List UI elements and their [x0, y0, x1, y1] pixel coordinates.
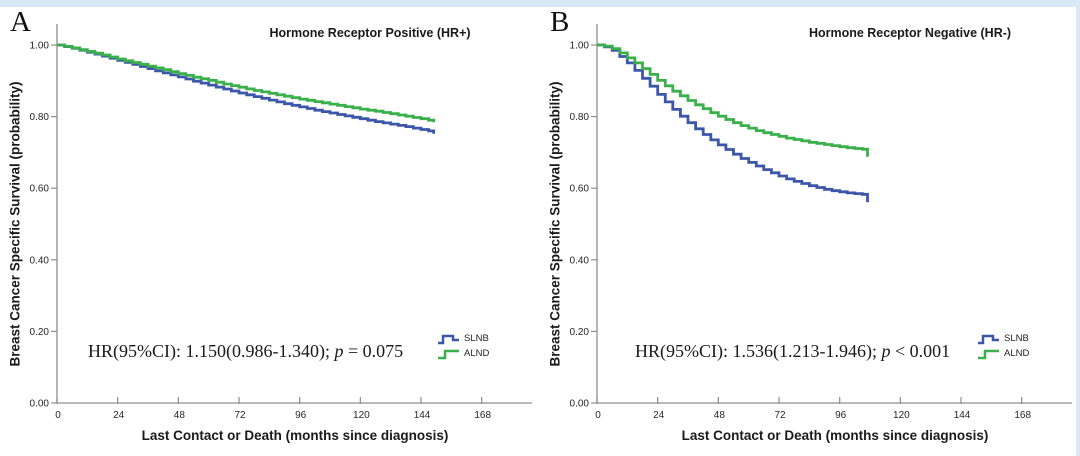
legend-item-alnd: ALND [437, 346, 489, 361]
survival-chart-hr-positive: 0.00 0.20 0.40 0.60 0.80 1.00 0 24 48 72 96 120 144 1… [30, 24, 532, 421]
hr-annotation-suffix: < 0.001 [890, 341, 951, 361]
x-tick-label: 0 [595, 410, 601, 421]
y-tick-label: 1.00 [570, 41, 590, 52]
y-tick-label: 0.00 [570, 399, 590, 410]
top-border-strip [0, 0, 1080, 7]
x-tick-label: 24 [113, 410, 125, 421]
survival-curve-alnd [57, 43, 436, 123]
legend-item-slnb: SLNB [977, 331, 1029, 346]
survival-curve-alnd [597, 43, 869, 157]
y-tick-label: 0.60 [570, 184, 590, 195]
legend-item-slnb: SLNB [437, 331, 489, 346]
x-tick-label: 120 [893, 410, 910, 421]
slnb-step-line-icon [438, 334, 459, 344]
y-tick-label: 0.40 [30, 255, 50, 266]
y-tick-label: 0.20 [570, 327, 590, 338]
x-tick-label: 96 [295, 410, 307, 421]
panel-letter-a: A [10, 6, 31, 38]
hr-annotation: HR(95%CI): 1.536(1.213-1.946); p < 0.001 [635, 341, 950, 362]
y-tick-label: 1.00 [30, 41, 50, 52]
legend-label-alnd: ALND [1004, 348, 1030, 359]
y-tick-label: 0.80 [30, 112, 50, 123]
y-tick-label: 0.00 [30, 399, 50, 410]
hr-annotation-prefix: HR(95%CI): 1.150(0.986-1.340); [88, 341, 335, 361]
x-tick-label: 144 [414, 410, 431, 421]
x-tick-label: 168 [474, 410, 491, 421]
x-tick-label: 144 [954, 410, 971, 421]
panel-letter-b: B [550, 6, 570, 38]
legend-label-slnb: SLNB [464, 333, 489, 344]
y-tick-label: 0.40 [570, 255, 590, 266]
hr-annotation-suffix: = 0.075 [343, 341, 404, 361]
x-tick-label: 168 [1014, 410, 1031, 421]
hr-annotation: HR(95%CI): 1.150(0.986-1.340); p = 0.075 [88, 341, 403, 362]
x-tick-label: 96 [835, 410, 847, 421]
x-tick-label: 72 [234, 410, 246, 421]
y-tick-label: 0.80 [570, 112, 590, 123]
hr-annotation-p: p [881, 341, 891, 361]
y-tick-label: 0.20 [30, 327, 50, 338]
x-tick-label: 0 [55, 410, 61, 421]
x-axis-label: Last Contact or Death (months since diag… [681, 428, 989, 443]
survival-chart-hr-negative: 0.00 0.20 0.40 0.60 0.80 1.00 0 24 48 72 96 120 144 1… [570, 24, 1072, 421]
slnb-step-line-icon [978, 334, 999, 344]
panel-title-hr-positive: Hormone Receptor Positive (HR+) [269, 26, 471, 40]
legend-label-slnb: SLNB [1004, 333, 1029, 344]
x-tick-label: 48 [714, 410, 726, 421]
legend: SLNB ALND [977, 331, 1029, 361]
y-tick-label: 0.60 [30, 184, 50, 195]
alnd-step-line-icon [438, 349, 459, 359]
legend-label-alnd: ALND [464, 348, 490, 359]
x-tick-label: 120 [353, 410, 370, 421]
survival-curve-slnb [597, 43, 869, 203]
x-tick-label: 24 [653, 410, 665, 421]
x-tick-label: 48 [174, 410, 186, 421]
hr-annotation-prefix: HR(95%CI): 1.536(1.213-1.946); [635, 341, 882, 361]
legend: SLNB ALND [437, 331, 489, 361]
hr-annotation-p: p [334, 341, 344, 361]
panel-hr-positive: A Hormone Receptor Positive (HR+) Breast… [8, 6, 532, 443]
right-border-strip [1076, 0, 1080, 456]
alnd-step-line-icon [978, 349, 999, 359]
legend-item-alnd: ALND [977, 346, 1029, 361]
x-tick-label: 72 [774, 410, 786, 421]
panel-hr-negative: B Hormone Receptor Negative (HR-) Breast… [540, 0, 1080, 456]
x-axis-label: Last Contact or Death (months since diag… [141, 428, 449, 443]
panel-title-hr-negative: Hormone Receptor Negative (HR-) [808, 26, 1012, 40]
